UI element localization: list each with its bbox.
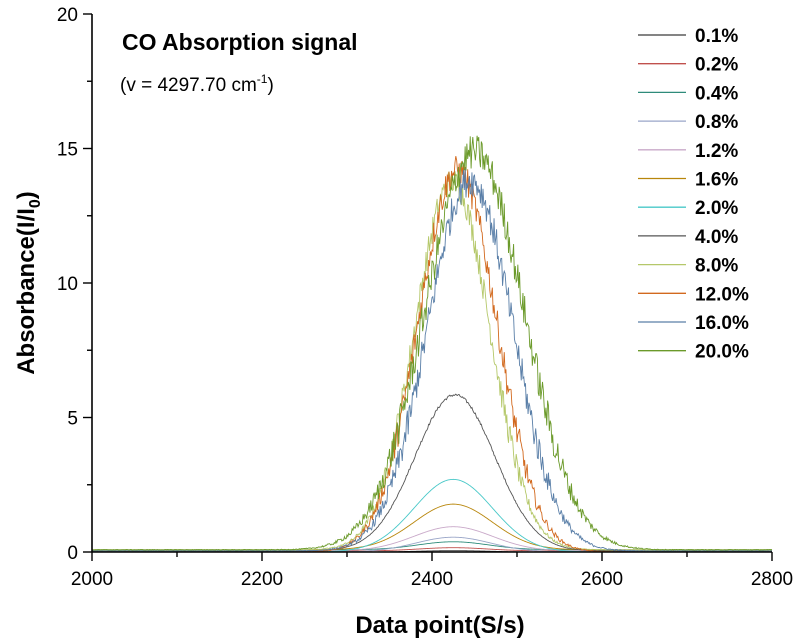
legend-label: 0.4% <box>695 83 738 104</box>
subtitle-main: v = 4297.70 cm <box>126 75 256 96</box>
legend-label: 0.2% <box>695 55 738 76</box>
y-axis-title: Absorbance(I/I0) <box>13 191 44 375</box>
series-line <box>91 168 773 552</box>
series-line <box>92 526 772 552</box>
y-tick-label: 15 <box>57 140 78 161</box>
x-tick-label: 2600 <box>581 569 623 590</box>
x-axis-title: Data point(S/s) <box>355 612 524 639</box>
axes: 2000 2200 2400 2600 2800 0 5 10 15 20 <box>57 5 793 590</box>
y-tick-label: 5 <box>67 409 78 430</box>
legend-label: 1.2% <box>695 141 738 162</box>
legend-label: 2.0% <box>695 198 738 219</box>
legend-label: 16.0% <box>695 313 749 334</box>
y-tick-label: 10 <box>57 274 78 295</box>
y-axis-title-sub: 0 <box>27 199 44 208</box>
legend-label: 12.0% <box>695 284 749 305</box>
chart-subtitle: (v = 4297.70 cm-1) <box>120 72 274 96</box>
chart-text: CO Absorption signal (v = 4297.70 cm-1) … <box>13 29 525 639</box>
chart-title: CO Absorption signal <box>122 29 358 55</box>
x-tick-label: 2000 <box>71 569 113 590</box>
legend-label: 0.8% <box>695 112 738 133</box>
y-tick-label: 20 <box>57 5 78 26</box>
y-axis-title-suffix: ) <box>13 191 40 199</box>
legend-label: 8.0% <box>695 256 738 277</box>
series-line <box>92 156 772 553</box>
legend-label: 4.0% <box>695 227 738 248</box>
x-tick-label: 2200 <box>241 569 283 590</box>
legend-label: 0.1% <box>695 26 738 47</box>
series-layer <box>91 135 773 553</box>
subtitle-suffix: ) <box>267 75 273 96</box>
series-line <box>91 171 773 551</box>
series-line <box>91 393 773 552</box>
y-tick-label: 0 <box>67 543 78 564</box>
subtitle-sup: -1 <box>257 72 268 86</box>
legend: 0.1% 0.2% 0.4% 0.8% 1.2% 1.6% 2.0% 4.0% 8.0% 12.0… <box>638 26 749 363</box>
y-axis-title-main: Absorbance(I/I <box>13 208 40 375</box>
x-tick-label: 2800 <box>751 569 793 590</box>
series-line <box>91 135 773 551</box>
x-tick-label: 2400 <box>411 569 453 590</box>
series-line <box>92 478 772 553</box>
legend-label: 1.6% <box>695 170 738 191</box>
legend-label: 20.0% <box>695 342 749 363</box>
subtitle-prefix: ( <box>120 75 127 96</box>
